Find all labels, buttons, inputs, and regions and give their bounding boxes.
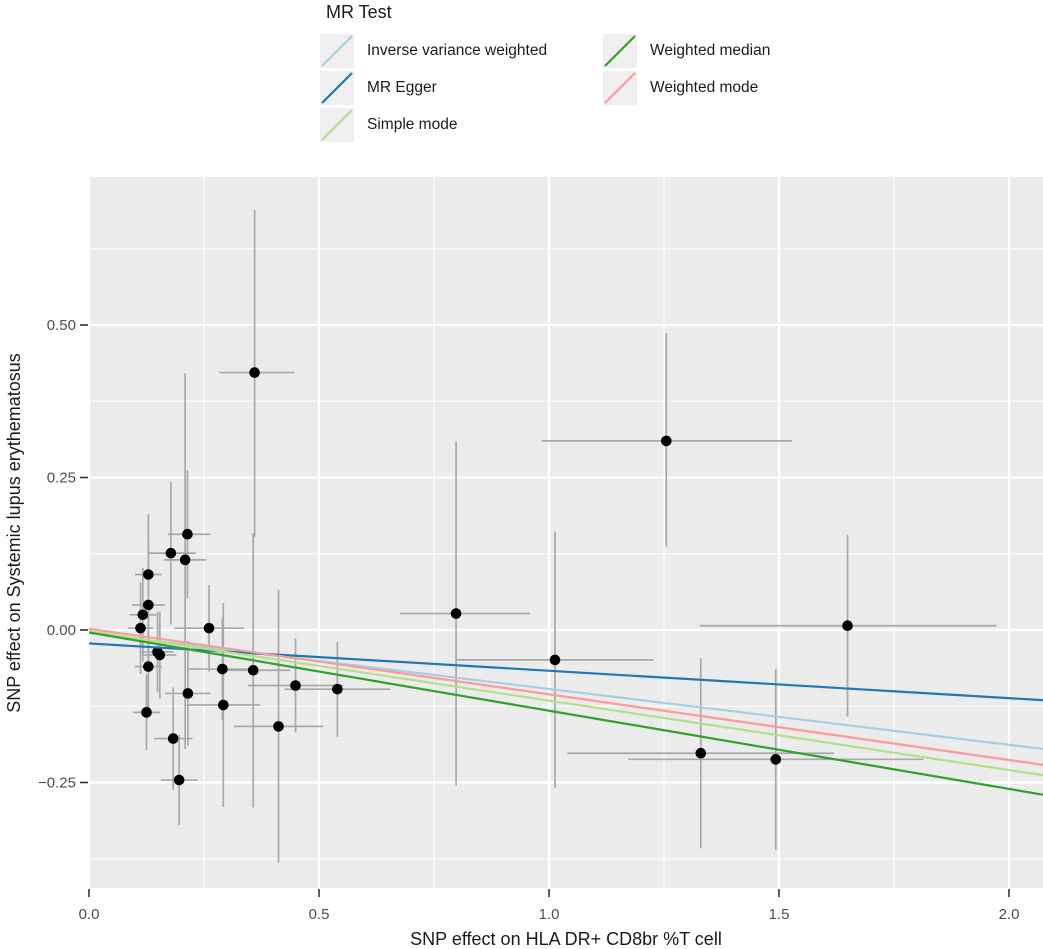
data-point [549, 654, 561, 666]
data-point [695, 747, 707, 759]
data-point [661, 435, 672, 447]
x-tick-label: 2.0 [999, 906, 1020, 923]
data-point [135, 622, 146, 634]
data-point [154, 649, 166, 661]
regression-line-weighted-mode [89, 627, 1043, 766]
x-tick-label: 1.0 [539, 906, 560, 923]
legend-column-2: Weighted median Weighted mode [603, 32, 770, 143]
data-point [842, 620, 853, 632]
data-point [203, 622, 215, 634]
legend-label-ivw: Inverse variance weighted [367, 41, 548, 59]
regression-line-weighted-median [89, 631, 1043, 796]
weighted-mode-line-key-icon [603, 70, 637, 105]
data-point [165, 547, 177, 559]
data-point [182, 528, 193, 540]
legend-column-1: Inverse variance weighted MR Egger Simpl… [320, 32, 603, 143]
data-point [143, 569, 154, 580]
legend-label-weighted-median: Weighted median [650, 41, 771, 59]
y-tick-label: 0.25 [47, 470, 76, 487]
data-point [143, 661, 154, 672]
data-point [137, 609, 149, 621]
regression-line-simple-mode [89, 630, 1043, 777]
regression-line-mr-egger [89, 642, 1043, 702]
legend-item-weighted-mode: Weighted mode [603, 69, 770, 106]
data-point [167, 733, 179, 744]
legend-title: MR Test [326, 2, 392, 22]
mr-egger-line-key-icon [320, 70, 354, 105]
y-tick-label: 0.50 [47, 317, 76, 334]
legend-columns: Inverse variance weighted MR Egger Simpl… [320, 32, 770, 143]
data-point [770, 754, 782, 765]
x-tick-label: 0.0 [79, 906, 100, 923]
data-point [217, 663, 228, 675]
x-axis-title: SNP effect on HLA DR+ CD8br %T cell [410, 929, 722, 949]
legend-label-weighted-mode: Weighted mode [650, 78, 759, 96]
legend: MR Test Inverse variance weighted MR Egg… [320, 2, 770, 143]
data-point [141, 707, 152, 718]
simple-mode-line-key-icon [320, 107, 354, 142]
y-tick-label: −0.25 [38, 775, 76, 792]
legend-label-mr-egger: MR Egger [367, 78, 437, 96]
data-point [247, 664, 259, 676]
data-point [273, 721, 284, 732]
y-axis-title: SNP effect on Systemic lupus erythematos… [4, 353, 24, 713]
data-point [450, 608, 462, 619]
legend-label-simple-mode: Simple mode [367, 115, 458, 133]
ivw-line-key-icon [320, 33, 354, 68]
legend-item-mr-egger: MR Egger [320, 69, 603, 106]
legend-item-weighted-median: Weighted median [603, 32, 770, 69]
data-point [179, 554, 191, 566]
legend-item-simple-mode: Simple mode [320, 106, 603, 143]
y-tick-label: 0.00 [47, 622, 76, 639]
legend-item-ivw: Inverse variance weighted [320, 32, 603, 69]
x-tick-label: 1.5 [769, 906, 790, 923]
data-point [290, 680, 301, 691]
data-point [173, 774, 185, 786]
data-point [218, 699, 229, 711]
plot-panel [89, 177, 1043, 888]
weighted-median-line-key-icon [603, 33, 637, 68]
data-point [249, 367, 260, 378]
data-point [182, 688, 194, 699]
x-tick-label: 0.5 [309, 906, 330, 923]
data-point [332, 683, 343, 695]
data-point [143, 599, 154, 611]
